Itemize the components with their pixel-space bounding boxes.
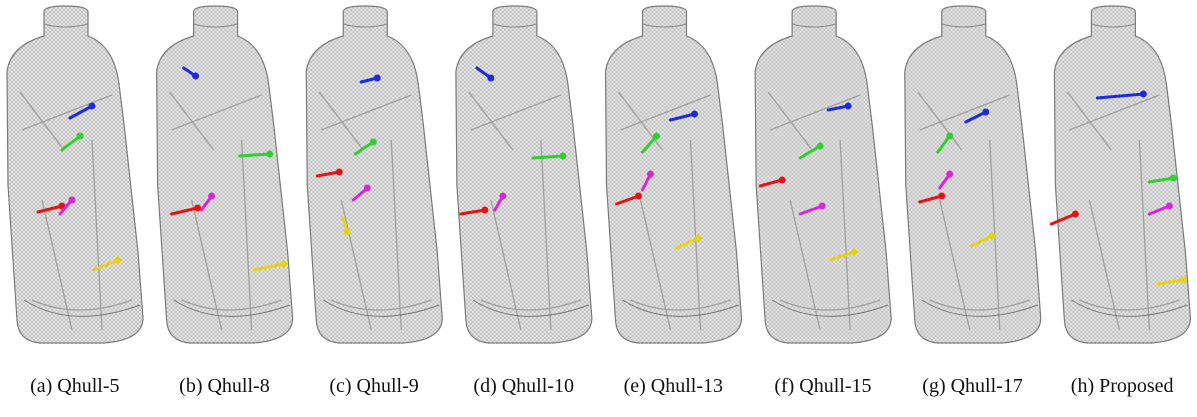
grasp-arrow xyxy=(240,154,270,156)
grasp-head xyxy=(1166,203,1173,210)
grasp-head xyxy=(192,73,199,80)
grasp-head xyxy=(115,257,122,264)
bottle-point-cloud xyxy=(755,6,891,343)
caption: (a) Qhull-5 xyxy=(30,375,119,397)
figure: (a) Qhull-5 (b) Qhull-8 (c) Qhull-9 (d) Qhu… xyxy=(0,0,1197,412)
grasp-head xyxy=(280,261,287,268)
caption: (d) Qhull-10 xyxy=(473,375,574,397)
grasp-head xyxy=(845,103,852,110)
grasp-head xyxy=(487,75,494,82)
panel xyxy=(755,6,891,343)
page: {"figure": {"captions": ["(a) Qhull-5", … xyxy=(0,0,1197,412)
grasp-head xyxy=(336,169,343,176)
grasp-head xyxy=(946,171,953,178)
grasp-arrow xyxy=(533,156,563,158)
grasp-head xyxy=(982,109,989,116)
grasp-head xyxy=(1140,91,1147,98)
grasp-head xyxy=(691,111,698,118)
grasp-head xyxy=(1072,211,1079,218)
grasp-head xyxy=(1180,277,1187,284)
panel xyxy=(7,6,143,343)
grasp-head xyxy=(77,133,84,140)
grasp-head xyxy=(559,153,566,160)
caption: (e) Qhull-13 xyxy=(624,375,723,397)
panel xyxy=(456,6,592,343)
grasp-head xyxy=(1170,175,1177,182)
panel xyxy=(157,6,293,343)
grasp-head xyxy=(194,205,201,212)
grasp-head xyxy=(695,235,702,242)
panel xyxy=(905,6,1041,343)
grasp-head xyxy=(208,193,215,200)
panel xyxy=(306,6,442,343)
grasp-head xyxy=(653,133,660,140)
bottle-point-cloud xyxy=(606,6,742,343)
grasp-head xyxy=(779,177,786,184)
grasp-head xyxy=(819,203,826,210)
caption: (b) Qhull-8 xyxy=(179,375,270,397)
grasp-head xyxy=(370,139,377,146)
caption: (h) Proposed xyxy=(1071,375,1174,397)
grasp-head xyxy=(364,185,371,192)
grasp-head xyxy=(344,229,351,236)
grasp-head xyxy=(266,151,273,158)
grasp-head xyxy=(481,207,488,214)
bottle-point-cloud xyxy=(456,6,592,343)
caption: (f) Qhull-15 xyxy=(774,375,871,397)
bottle-point-cloud xyxy=(1054,6,1190,343)
grasp-head xyxy=(988,233,995,240)
grasp-head xyxy=(647,171,654,178)
grasp-head xyxy=(89,103,96,110)
grasp-head xyxy=(946,133,953,140)
panel xyxy=(606,6,742,343)
grasp-head xyxy=(635,193,642,200)
grasp-head xyxy=(374,75,381,82)
bottle-point-cloud xyxy=(7,6,143,343)
panel xyxy=(1051,6,1190,343)
grasp-head xyxy=(851,249,858,256)
grasp-head xyxy=(817,143,824,150)
caption: (c) Qhull-9 xyxy=(329,375,418,397)
bottle-point-cloud xyxy=(157,6,293,343)
bottle-point-cloud xyxy=(905,6,1041,343)
grasp-head xyxy=(69,197,76,204)
grasp-head xyxy=(938,193,945,200)
grasp-head xyxy=(499,193,506,200)
caption: (g) Qhull-17 xyxy=(922,375,1023,397)
